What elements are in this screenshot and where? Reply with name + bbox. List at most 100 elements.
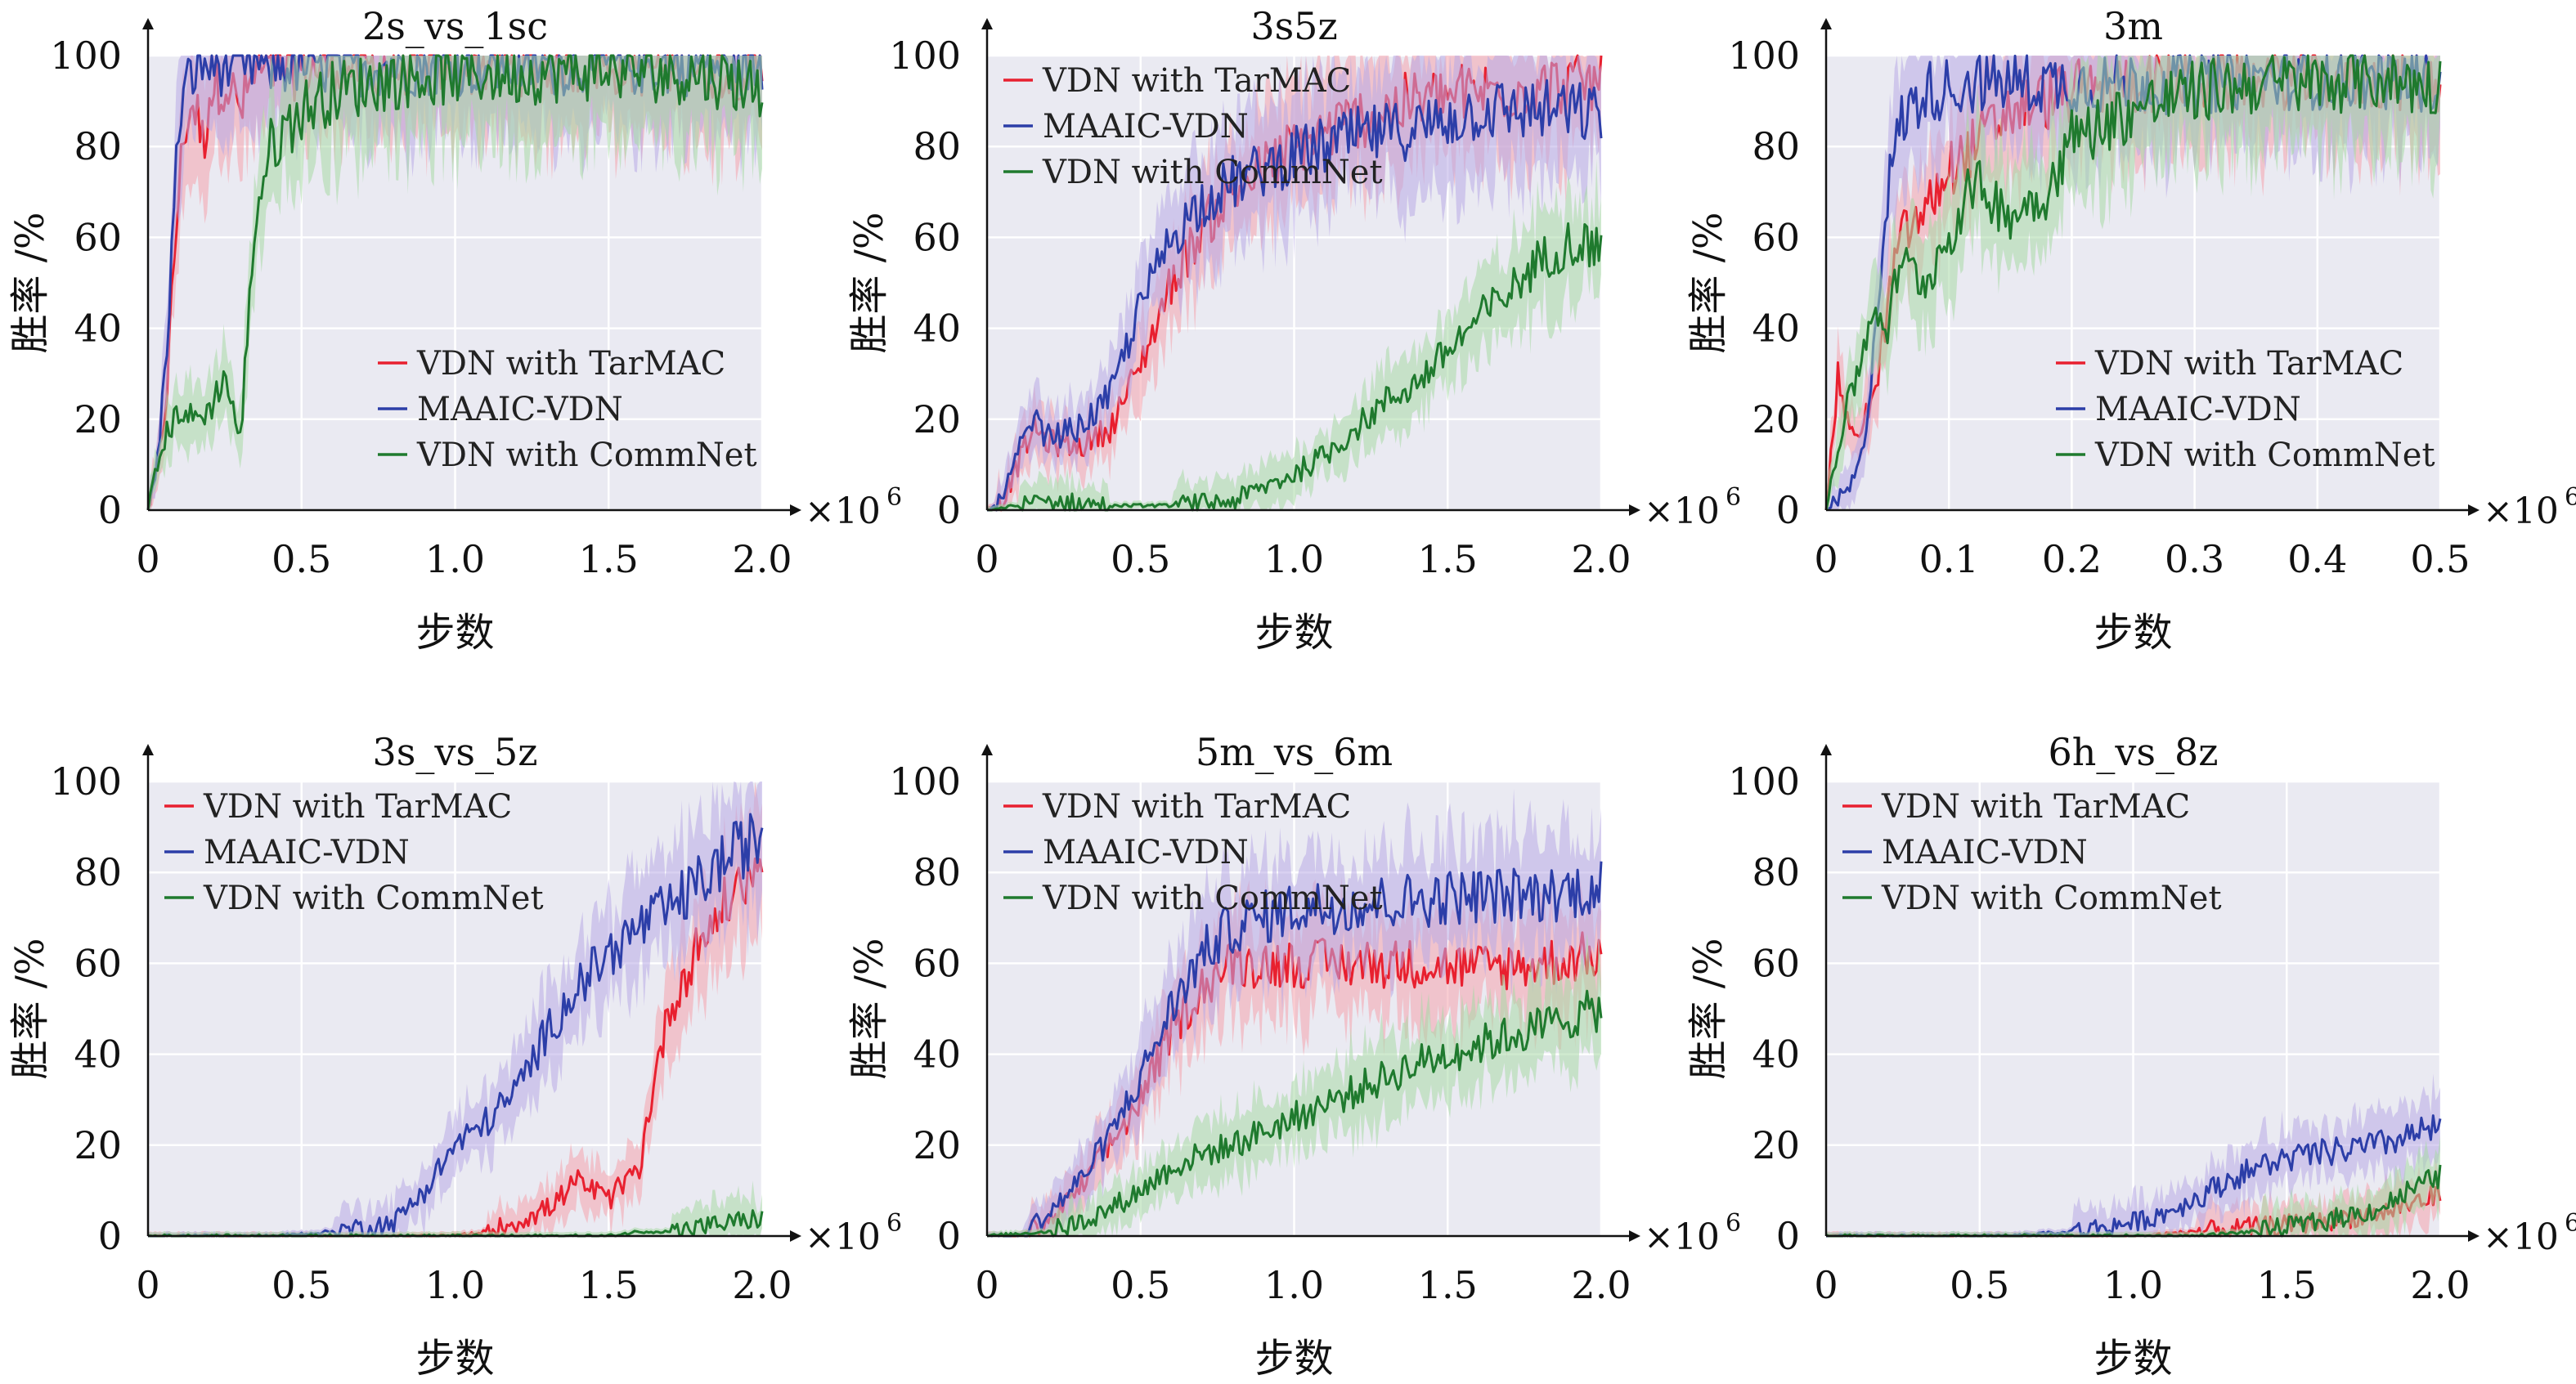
chart-title: 6h_vs_8z xyxy=(2049,730,2219,774)
confidence-band xyxy=(987,56,1601,510)
x-multiplier: ×10 xyxy=(1644,490,1720,532)
y-tick-label: 60 xyxy=(1752,941,1800,985)
confidence-band xyxy=(987,56,1601,510)
x-tick-label: 1.5 xyxy=(1418,1263,1478,1307)
y-tick-label: 100 xyxy=(50,34,122,78)
series-line xyxy=(986,222,1603,512)
x-tick-label: 1.5 xyxy=(579,1263,639,1307)
y-tick-label: 0 xyxy=(1776,1214,1800,1258)
y-tick-label: 100 xyxy=(50,759,122,804)
y-tick-label: 100 xyxy=(1728,759,1800,804)
x-tick-label: 2.0 xyxy=(1571,537,1631,581)
x-multiplier-exponent: 6 xyxy=(1726,1209,1741,1238)
series-line xyxy=(146,54,764,511)
legend: VDN with TarMAC MAAIC-VDN VDN with CommNet xyxy=(1003,62,1383,191)
legend-entry: VDN with TarMAC xyxy=(416,345,725,383)
y-tick-label: 60 xyxy=(74,941,122,985)
y-tick-label: 40 xyxy=(1752,307,1800,351)
x-axis-label: 步数 xyxy=(1254,1336,1333,1382)
series-line xyxy=(1824,54,2442,511)
y-tick-label: 0 xyxy=(98,1214,122,1258)
confidence-band xyxy=(987,159,1601,511)
y-tick-label: 80 xyxy=(74,850,122,894)
y-tick-label: 20 xyxy=(74,1123,122,1167)
x-tick-label: 0.3 xyxy=(2165,537,2224,581)
legend-entry: MAAIC-VDN xyxy=(204,834,410,871)
y-tick-label: 80 xyxy=(913,124,961,168)
y-tick-label: 80 xyxy=(1752,850,1800,894)
y-tick-label: 80 xyxy=(1752,124,1800,168)
x-multiplier: ×10 xyxy=(1644,1216,1720,1258)
x-axis-label: 步数 xyxy=(2094,1336,2172,1382)
legend-entry: MAAIC-VDN xyxy=(417,391,623,428)
chart-title: 2s_vs_1sc xyxy=(362,4,548,48)
x-tick-label: 1.0 xyxy=(1264,1263,1324,1307)
x-multiplier-exponent: 6 xyxy=(886,483,902,512)
x-tick-label: 1.5 xyxy=(1418,537,1478,581)
x-tick-label: 0 xyxy=(975,537,999,581)
x-tick-label: 2.0 xyxy=(732,1263,792,1307)
y-tick-label: 20 xyxy=(913,1123,961,1167)
y-axis-arrow-icon xyxy=(981,744,993,755)
confidence-band xyxy=(148,56,762,510)
y-axis-label: 胜率 /% xyxy=(7,938,53,1079)
legend-entry: VDN with CommNet xyxy=(2094,437,2435,474)
x-tick-label: 0.5 xyxy=(272,1263,331,1307)
x-axis-arrow-icon xyxy=(2468,1230,2480,1242)
y-tick-label: 100 xyxy=(889,759,961,804)
x-axis-label: 步数 xyxy=(1254,610,1333,656)
y-axis-arrow-icon xyxy=(1820,744,1832,755)
y-tick-label: 0 xyxy=(937,488,961,532)
y-tick-label: 20 xyxy=(1752,397,1800,441)
x-multiplier-exponent: 6 xyxy=(2565,483,2576,512)
x-tick-label: 0 xyxy=(975,1263,999,1307)
y-axis-label: 胜率 /% xyxy=(7,212,53,353)
y-tick-label: 60 xyxy=(913,941,961,985)
x-multiplier: ×10 xyxy=(805,490,881,532)
series-line xyxy=(986,861,1603,1238)
legend-entry: VDN with TarMAC xyxy=(1042,788,1351,826)
y-axis-label: 胜率 /% xyxy=(1685,938,1731,1079)
y-axis-arrow-icon xyxy=(981,18,993,29)
x-tick-label: 0.5 xyxy=(1950,1263,2009,1307)
y-tick-label: 0 xyxy=(1776,488,1800,532)
legend-entry: MAAIC-VDN xyxy=(1043,108,1249,146)
chart-title: 3s5z xyxy=(1250,4,1337,48)
chart-panel-4: 0 0.5 1.0 1.5 2.0 0 20 40 60 80 100 ×10 6 3s_vs_5z 步数 胜… xyxy=(7,730,902,1382)
x-tick-label: 0 xyxy=(136,537,159,581)
legend: VDN with TarMAC MAAIC-VDN VDN with CommNet xyxy=(1842,788,2222,917)
x-tick-label: 1.0 xyxy=(425,1263,485,1307)
y-tick-label: 40 xyxy=(74,1032,122,1077)
y-tick-label: 40 xyxy=(913,1032,961,1077)
x-tick-label: 0.4 xyxy=(2287,537,2347,581)
legend-entry: VDN with CommNet xyxy=(416,437,757,474)
x-tick-label: 0.2 xyxy=(2042,537,2102,581)
legend: VDN with TarMAC MAAIC-VDN VDN with CommNet xyxy=(164,788,544,917)
x-axis-label: 步数 xyxy=(2094,610,2172,656)
y-tick-label: 40 xyxy=(1752,1032,1800,1077)
x-multiplier-exponent: 6 xyxy=(886,1209,902,1238)
x-tick-label: 1.0 xyxy=(425,537,485,581)
x-tick-label: 2.0 xyxy=(732,537,792,581)
x-tick-label: 1.5 xyxy=(2257,1263,2317,1307)
chart-panel-1: 0 0.5 1.0 1.5 2.0 0 20 40 60 80 100 ×10 6 2s_vs_1sc 步数… xyxy=(7,4,902,656)
legend: VDN with TarMAC MAAIC-VDN VDN with CommNet xyxy=(378,345,757,474)
x-tick-label: 0 xyxy=(1814,537,1838,581)
y-tick-label: 20 xyxy=(1752,1123,1800,1167)
x-tick-label: 1.0 xyxy=(1264,537,1324,581)
y-axis-arrow-icon xyxy=(142,744,154,755)
y-axis-label: 胜率 /% xyxy=(1685,212,1731,353)
legend-entry: VDN with TarMAC xyxy=(1042,62,1351,100)
x-axis-arrow-icon xyxy=(1629,1230,1640,1242)
x-axis-arrow-icon xyxy=(1629,504,1640,516)
y-axis-label: 胜率 /% xyxy=(846,938,892,1079)
x-multiplier-exponent: 6 xyxy=(1726,483,1741,512)
x-tick-label: 0.5 xyxy=(1111,537,1170,581)
y-axis-arrow-icon xyxy=(1820,18,1832,29)
x-tick-label: 0.5 xyxy=(272,537,331,581)
series-line xyxy=(987,78,1603,512)
legend-entry: VDN with CommNet xyxy=(1881,880,2222,917)
